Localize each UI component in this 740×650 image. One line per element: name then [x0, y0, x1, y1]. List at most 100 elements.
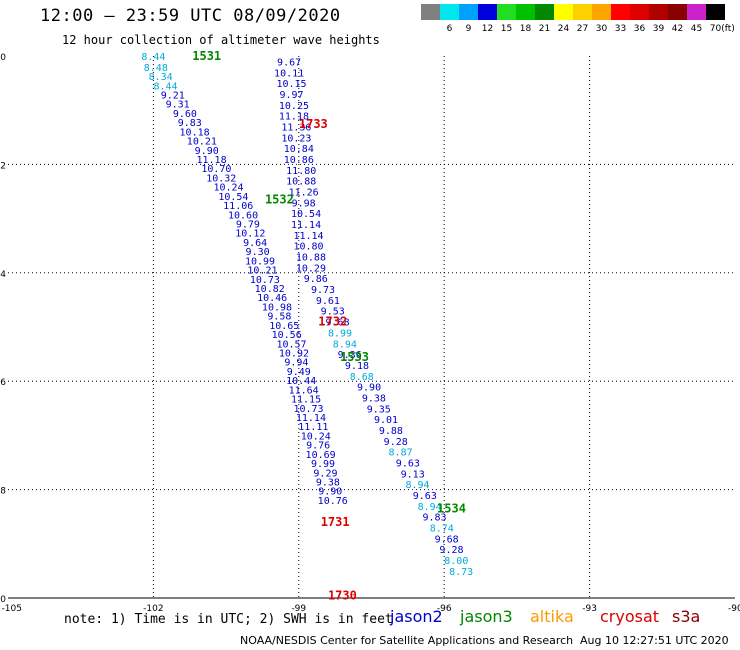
wave-height-point: 9.67 — [277, 57, 301, 68]
generation-timestamp: Aug 10 12:27:51 UTC 2020 — [580, 634, 729, 647]
color-swatch — [554, 4, 573, 20]
wave-height-point: 9.28 — [439, 545, 463, 556]
wave-height-point: 9.53 — [321, 307, 345, 318]
pass-time-label: 1532 — [265, 193, 294, 207]
wave-height-point: 10.69 — [306, 450, 336, 461]
pass-time-label: 1531 — [192, 49, 221, 63]
wave-height-point: 11.18 — [279, 112, 309, 123]
satellite-label-cryosat: cryosat — [600, 607, 660, 626]
wave-height-point: 9.21 — [161, 90, 185, 101]
wave-height-point: 9.83 — [178, 118, 202, 129]
pass-time-label: 1533 — [340, 350, 369, 364]
color-scale-tick: 15 — [500, 24, 513, 34]
satellite-label-s3a: s3a — [672, 607, 701, 626]
wave-height-point: 10.21 — [187, 137, 217, 148]
wave-height-point: 10.60 — [228, 210, 258, 221]
wave-height-point: 10.99 — [245, 256, 275, 267]
wave-height-point: 9.38 — [316, 477, 340, 488]
wave-height-point: 10.44 — [286, 376, 316, 387]
wave-height-point: 8.48 — [144, 63, 168, 74]
wave-height-point: 9.58 — [267, 312, 291, 323]
wave-height-point: 11.64 — [289, 385, 319, 396]
color-scale-tick: 45 — [690, 24, 703, 34]
wave-height-point: 11.36 — [281, 122, 311, 133]
color-scale-tick: 21 — [538, 24, 551, 34]
y-tick-label: -30 — [0, 53, 6, 63]
color-scale-tick: 6 — [446, 24, 453, 34]
wave-height-point: 8.87 — [389, 448, 413, 459]
wave-height-point: 9.35 — [367, 404, 391, 415]
footer-note: note: 1) Time is in UTC; 2) SWH is in fe… — [64, 612, 393, 627]
wave-height-point: 9.38 — [362, 393, 386, 404]
wave-height-point: 10.24 — [213, 183, 243, 194]
x-tick-label: -102 — [143, 604, 163, 614]
wave-height-point: 9.36 — [338, 350, 362, 361]
color-swatch — [535, 4, 554, 20]
wave-height-point: 9.79 — [236, 219, 260, 230]
wave-height-point: 9.61 — [316, 296, 340, 307]
satellite-label-jason3: jason3 — [460, 607, 513, 626]
wave-height-point: 8.94 — [405, 480, 429, 491]
wave-height-point: 11.11 — [298, 422, 328, 433]
wave-height-point: 11.18 — [197, 155, 227, 166]
wave-height-point: 10.57 — [276, 339, 306, 350]
wave-height-point: 10.92 — [279, 348, 309, 359]
color-swatch — [421, 4, 440, 20]
color-swatch — [611, 4, 630, 20]
color-swatch — [630, 4, 649, 20]
wave-height-point: 11.26 — [289, 188, 319, 199]
color-scale-tick: 42 — [671, 24, 684, 34]
wave-height-point: 9.63 — [396, 459, 420, 470]
wave-height-point: 10.11 — [274, 68, 304, 79]
wave-height-point: 10.80 — [293, 242, 323, 253]
pass-time-label: 1733 — [299, 117, 328, 131]
wave-height-point: 10.82 — [255, 284, 285, 295]
wave-height-point: 8.99 — [328, 328, 352, 339]
wave-height-point: 8.34 — [149, 72, 173, 83]
color-scale-tick: 33 — [614, 24, 627, 34]
wave-height-point: 10.18 — [180, 127, 210, 138]
color-scale-tick: 30 — [595, 24, 608, 34]
wave-height-point: 10.88 — [286, 177, 316, 188]
wave-height-point: 10.23 — [281, 133, 311, 144]
wave-height-point: 9.49 — [287, 367, 311, 378]
x-tick-label: -93 — [582, 604, 597, 614]
wave-height-point: 10.88 — [296, 253, 326, 264]
color-swatch — [668, 4, 687, 20]
x-tick-label: -99 — [291, 604, 306, 614]
pass-time-label: 1534 — [437, 502, 466, 516]
wave-height-point: 9.90 — [357, 383, 381, 394]
wave-height-point: 9.01 — [374, 415, 398, 426]
y-tick-label: -40 — [0, 595, 6, 605]
y-tick-label: -38 — [0, 487, 6, 497]
color-swatch — [478, 4, 497, 20]
wave-height-point: 9.90 — [318, 487, 342, 498]
color-scale-tick: 70 — [709, 24, 722, 34]
wave-height-point: 9.30 — [246, 247, 270, 258]
wave-height-point: 10.84 — [284, 144, 314, 155]
color-swatch — [440, 4, 459, 20]
wave-height-point: 10.24 — [301, 431, 331, 442]
wave-height-point: 10.73 — [293, 404, 323, 415]
wave-height-point: 11.14 — [296, 413, 326, 424]
wave-height-point: 8.44 — [153, 81, 177, 92]
wave-height-point: 9.31 — [166, 100, 190, 111]
wave-height-point: 11.80 — [286, 166, 316, 177]
wave-height-point: 9.94 — [284, 358, 308, 369]
color-scale-tick: 24 — [557, 24, 570, 34]
wave-height-point: 11.06 — [223, 201, 253, 212]
wave-height-point: 9.88 — [379, 426, 403, 437]
wave-height-point: 10.46 — [257, 293, 287, 304]
satellite-label-jason2: jason2 — [390, 607, 443, 626]
wave-height-point: 10.70 — [201, 164, 231, 175]
color-swatch — [459, 4, 478, 20]
wave-height-point: 8.68 — [350, 372, 374, 383]
y-tick-label: -32 — [0, 161, 6, 171]
wave-height-point: 9.18 — [345, 361, 369, 372]
wave-height-point: 9.76 — [306, 441, 330, 452]
wave-height-point: 10.98 — [262, 302, 292, 313]
y-tick-label: -36 — [0, 378, 6, 388]
wave-height-point: 9.73 — [311, 285, 335, 296]
color-scale-tick: 18 — [519, 24, 532, 34]
wave-height-point: 10.29 — [296, 263, 326, 274]
